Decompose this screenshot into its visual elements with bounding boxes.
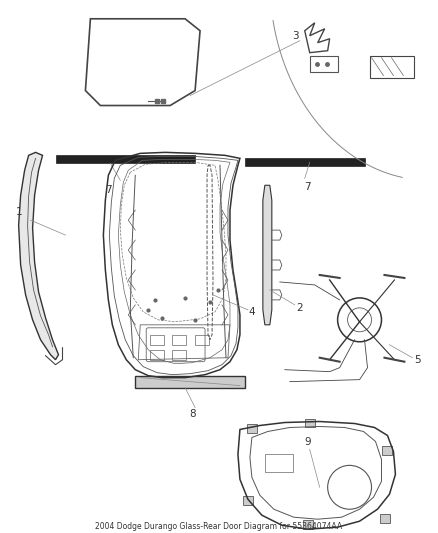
Text: 7: 7 — [304, 182, 311, 192]
Text: 4: 4 — [249, 307, 255, 317]
Bar — [243, 496, 253, 505]
Polygon shape — [19, 152, 59, 360]
Bar — [265, 455, 293, 472]
Bar — [56, 155, 195, 163]
Text: 2: 2 — [297, 303, 303, 313]
Text: 9: 9 — [304, 438, 311, 447]
Bar — [172, 350, 186, 360]
Bar — [370, 55, 414, 78]
Bar — [150, 335, 164, 345]
Bar — [195, 335, 209, 345]
Bar — [150, 350, 164, 360]
Bar — [172, 335, 186, 345]
Bar — [247, 424, 257, 433]
Bar — [245, 158, 364, 166]
Bar — [381, 514, 390, 523]
Bar — [310, 55, 338, 71]
Text: 5: 5 — [414, 354, 420, 365]
Polygon shape — [263, 185, 272, 325]
Text: 1: 1 — [15, 207, 22, 217]
Bar — [135, 376, 245, 387]
Bar — [305, 418, 314, 427]
Text: 3: 3 — [293, 31, 299, 41]
Text: 2004 Dodge Durango Glass-Rear Door Diagram for 55364074AA: 2004 Dodge Durango Glass-Rear Door Diagr… — [95, 522, 343, 531]
Text: 7: 7 — [105, 185, 112, 195]
Bar — [303, 520, 313, 529]
Bar — [382, 447, 392, 455]
Text: 8: 8 — [189, 408, 195, 418]
